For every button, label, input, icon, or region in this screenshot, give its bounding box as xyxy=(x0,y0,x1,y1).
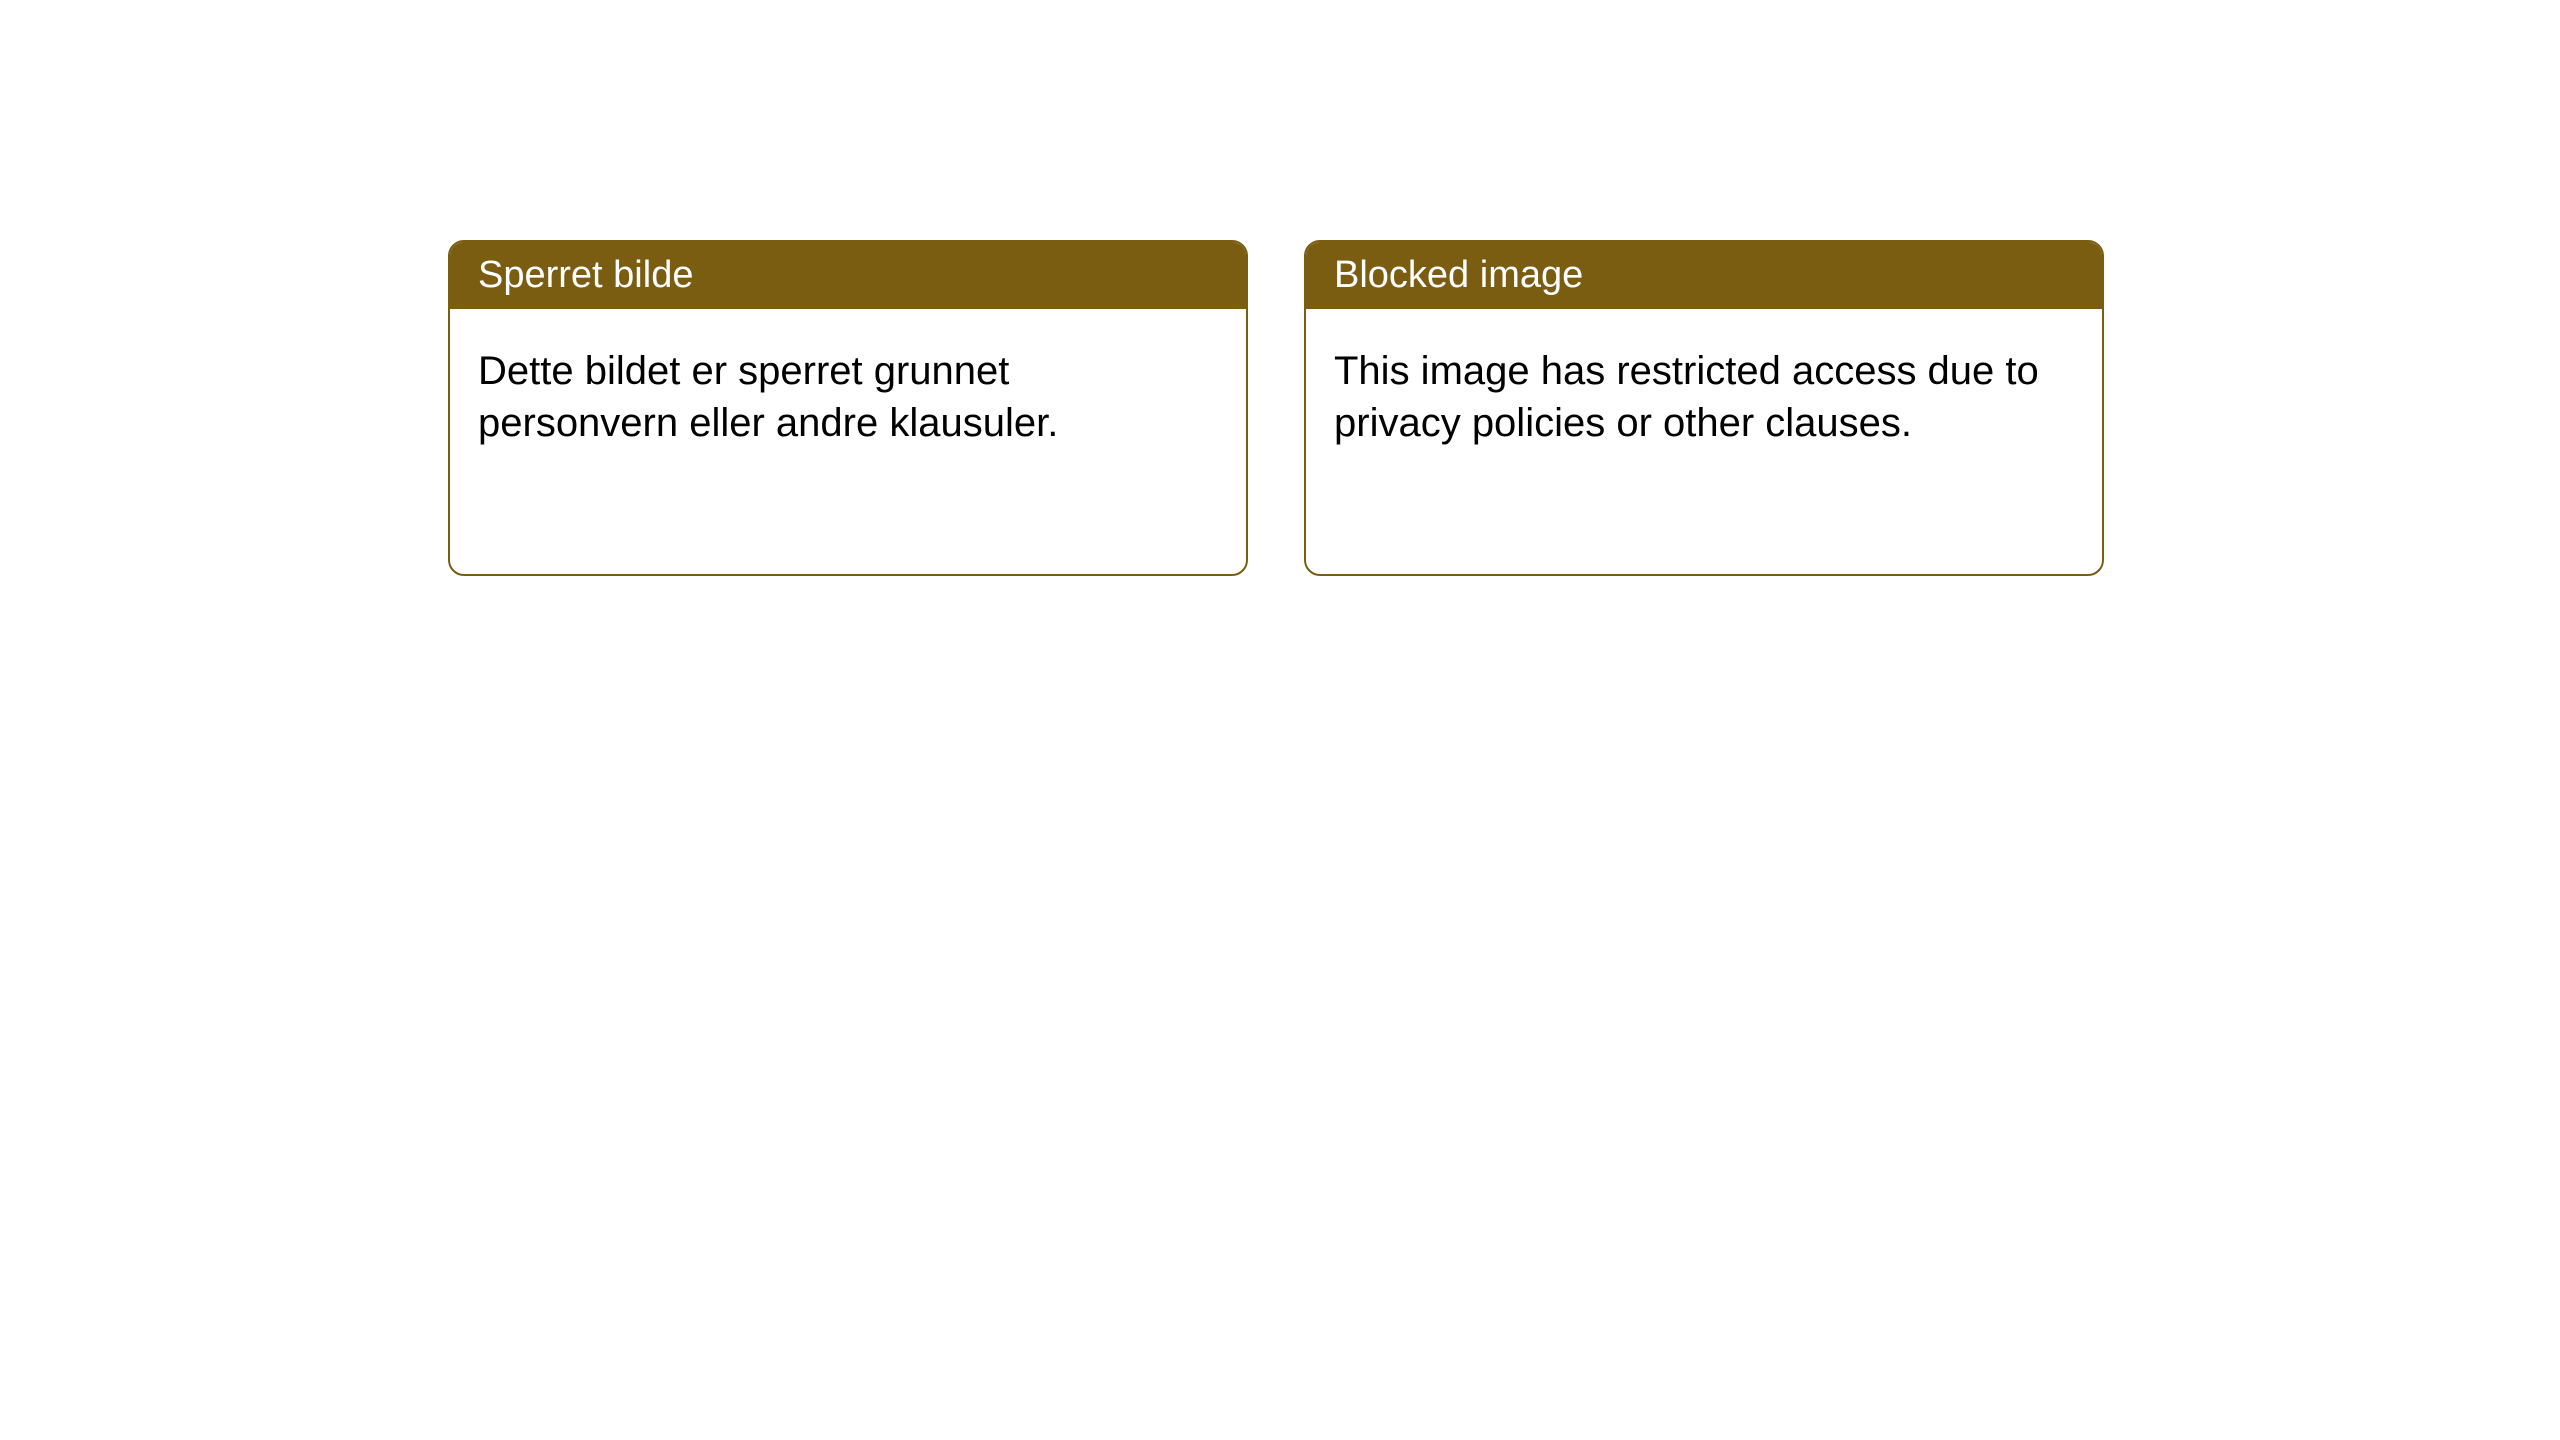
notice-card-english: Blocked image This image has restricted … xyxy=(1304,240,2104,576)
notice-card-header: Blocked image xyxy=(1306,242,2102,309)
notice-card-body: Dette bildet er sperret grunnet personve… xyxy=(450,309,1246,485)
notice-card-header: Sperret bilde xyxy=(450,242,1246,309)
notice-container: Sperret bilde Dette bildet er sperret gr… xyxy=(448,240,2104,576)
notice-card-norwegian: Sperret bilde Dette bildet er sperret gr… xyxy=(448,240,1248,576)
notice-card-body: This image has restricted access due to … xyxy=(1306,309,2102,485)
